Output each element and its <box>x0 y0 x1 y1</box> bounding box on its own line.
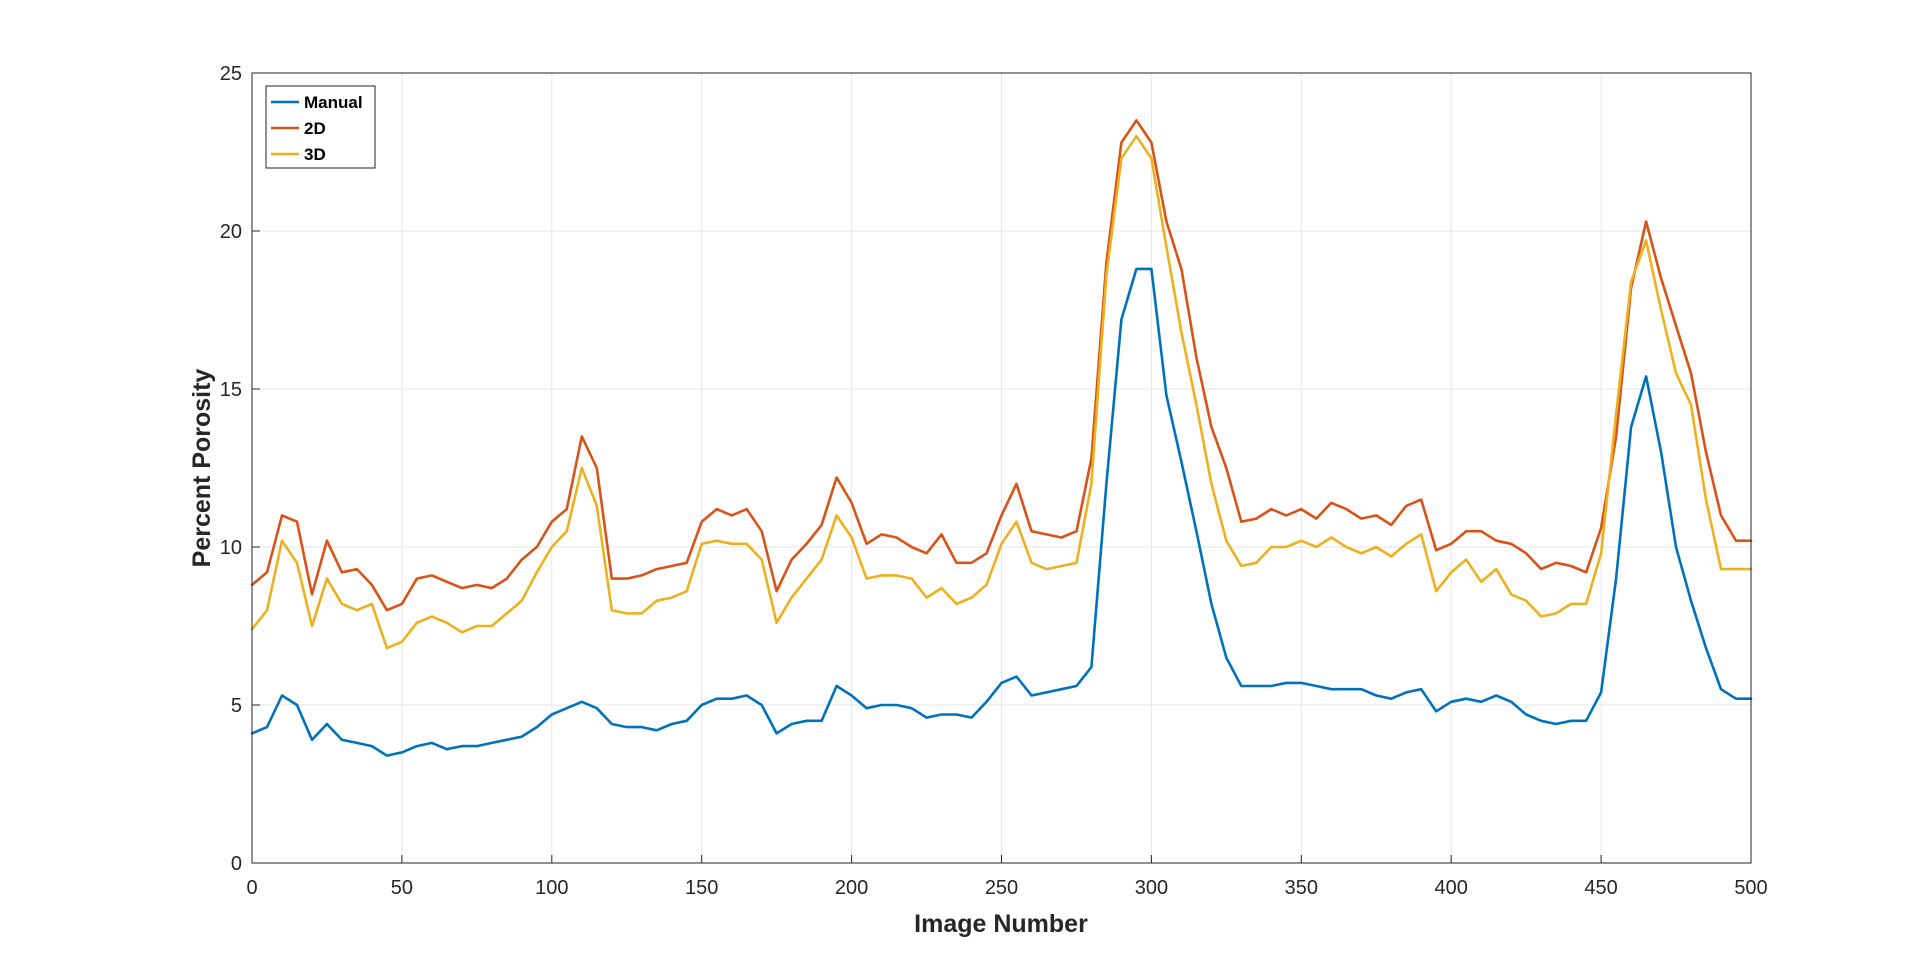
x-tick-label: 100 <box>535 877 568 899</box>
x-tick-label: 200 <box>835 877 868 899</box>
x-tick-label: 0 <box>246 877 257 899</box>
y-tick-label: 0 <box>231 853 242 875</box>
x-tick-label: 350 <box>1285 877 1318 899</box>
x-tick-label: 400 <box>1435 877 1468 899</box>
y-tick-label: 5 <box>231 695 242 717</box>
x-tick-label: 500 <box>1734 877 1767 899</box>
x-gridlines <box>401 73 1602 863</box>
x-tick-label: 450 <box>1584 877 1617 899</box>
x-tick-label: 50 <box>391 877 413 899</box>
y-tick-label: 15 <box>220 379 242 401</box>
y-tick-label: 25 <box>220 63 242 85</box>
y-axis-title: Percent Porosity <box>188 369 216 568</box>
legend-label: 2D <box>304 119 326 138</box>
x-axis-ticks: 0 50 100 150 200 250 300 350 400 450 500 <box>246 855 1768 899</box>
x-tick-label: 250 <box>985 877 1018 899</box>
legend-label: Manual <box>304 93 363 112</box>
series-layer <box>250 119 1753 757</box>
series-line-3d <box>250 134 1753 650</box>
series-line-2d <box>250 119 1753 612</box>
x-tick-label: 150 <box>685 877 718 899</box>
x-tick-label: 300 <box>1135 877 1168 899</box>
legend: Manual 2D 3D <box>265 85 376 169</box>
x-axis-title: Image Number <box>914 910 1088 938</box>
legend-label: 3D <box>304 145 326 164</box>
y-axis-ticks: 0 5 10 15 20 25 <box>220 63 260 875</box>
y-tick-label: 20 <box>220 221 242 243</box>
series-line-manual <box>250 267 1753 757</box>
y-tick-label: 10 <box>220 537 242 559</box>
